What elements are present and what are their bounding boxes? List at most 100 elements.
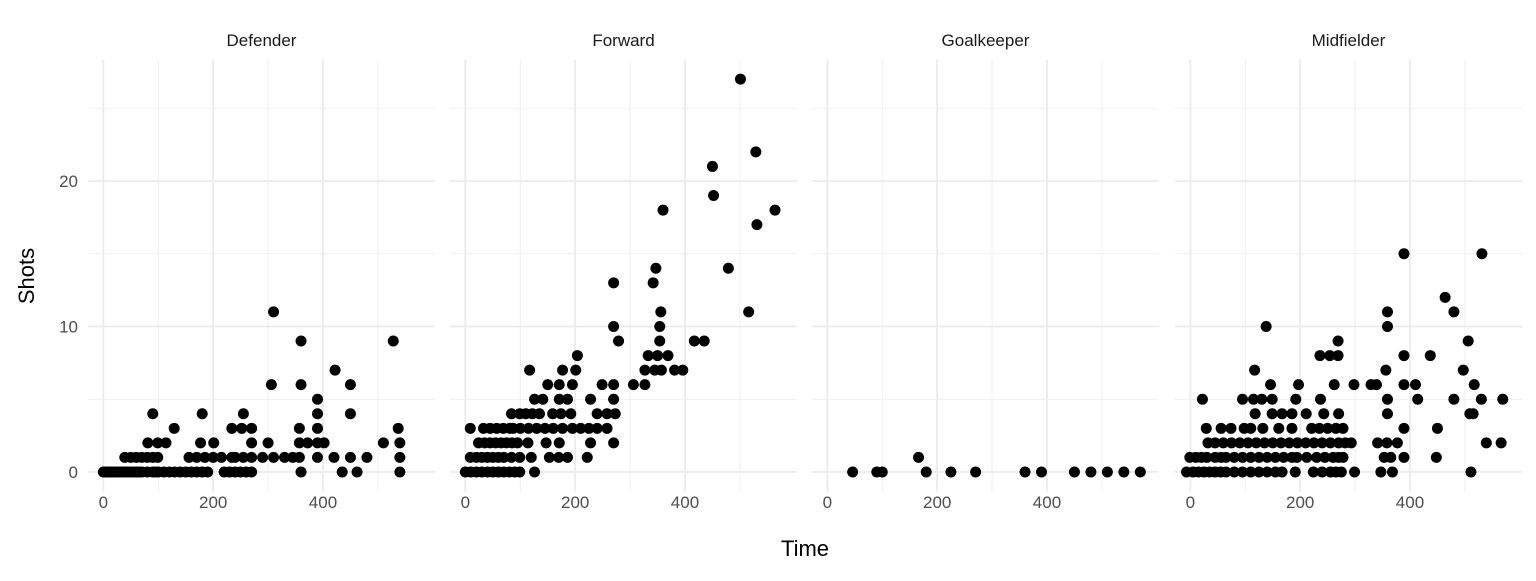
data-point (1289, 466, 1301, 478)
data-point (1386, 466, 1398, 478)
data-point (1332, 350, 1344, 362)
data-point (344, 451, 356, 463)
data-point (394, 466, 406, 478)
data-point (1265, 379, 1277, 391)
data-point (585, 437, 597, 449)
data-point (514, 451, 526, 463)
data-point (1398, 451, 1410, 463)
facet-panel-midfielder: 0 200 400 Midfielder (1175, 31, 1522, 512)
data-point (1266, 408, 1278, 420)
data-point (1476, 248, 1488, 260)
data-point (377, 437, 389, 449)
data-point (1348, 379, 1360, 391)
data-point (561, 393, 573, 405)
x-tick-label: 0 (823, 493, 832, 512)
data-point (1333, 408, 1345, 420)
data-point (1467, 408, 1479, 420)
data-point (1324, 437, 1336, 449)
data-point (361, 451, 373, 463)
data-point (1381, 393, 1393, 405)
data-point (1261, 451, 1273, 463)
data-point (1249, 408, 1261, 420)
data-point (196, 408, 208, 420)
data-point (514, 466, 526, 478)
data-point (246, 422, 258, 434)
data-point (547, 408, 559, 420)
x-tick-label: 200 (1286, 493, 1314, 512)
data-point (1385, 451, 1397, 463)
data-point (152, 437, 164, 449)
data-point (1266, 393, 1278, 405)
data-point (585, 393, 597, 405)
data-point (1431, 422, 1443, 434)
x-tick-label: 400 (309, 493, 337, 512)
data-point (1278, 451, 1290, 463)
data-point (1245, 466, 1257, 478)
data-point (1249, 364, 1261, 376)
data-point (1328, 379, 1340, 391)
data-point (160, 437, 172, 449)
data-point (561, 451, 573, 463)
data-point (657, 204, 669, 216)
y-axis-label: Shots (14, 248, 39, 304)
data-point (608, 320, 620, 332)
data-point (1225, 422, 1237, 434)
data-point (1314, 350, 1326, 362)
data-point (394, 451, 406, 463)
data-point (627, 379, 639, 391)
data-point (734, 73, 746, 85)
data-point (1300, 408, 1312, 420)
data-point (655, 364, 667, 376)
data-point (1398, 350, 1410, 362)
data-point (570, 364, 582, 376)
data-point (1324, 350, 1336, 362)
data-point (542, 379, 554, 391)
data-point (1215, 422, 1227, 434)
data-point (555, 408, 567, 420)
data-point (655, 306, 667, 318)
data-point (344, 379, 356, 391)
data-point (1322, 422, 1334, 434)
data-point (236, 422, 248, 434)
data-point (237, 408, 249, 420)
x-tick-label: 200 (561, 493, 589, 512)
data-point (295, 379, 307, 391)
data-point (531, 422, 543, 434)
data-point (387, 335, 399, 347)
data-point (1381, 320, 1393, 332)
x-tick-label: 200 (199, 493, 227, 512)
data-point (945, 466, 957, 478)
data-point (1457, 364, 1469, 376)
data-point (1217, 437, 1229, 449)
data-point (1307, 466, 1319, 478)
data-point (262, 437, 274, 449)
facet-strip-label: Forward (592, 31, 654, 50)
data-point (529, 466, 541, 478)
data-point (246, 451, 258, 463)
data-point (505, 451, 517, 463)
x-tick-label: 400 (1033, 493, 1061, 512)
data-point (553, 451, 565, 463)
data-point (1269, 451, 1281, 463)
data-point (647, 277, 659, 289)
data-point (1308, 437, 1320, 449)
data-point (168, 422, 180, 434)
data-point (246, 437, 258, 449)
data-point (1245, 451, 1257, 463)
x-tick-label: 0 (99, 493, 108, 512)
data-point (698, 335, 710, 347)
data-point (1381, 408, 1393, 420)
data-point (540, 437, 552, 449)
data-point (268, 451, 280, 463)
data-point (1345, 437, 1357, 449)
data-point (876, 466, 888, 478)
facets: 0 200 400 0 10 20 Defender 0 200 400 Forward 0 200 40… (59, 31, 1522, 512)
data-point (639, 379, 651, 391)
data-point (1439, 291, 1451, 303)
data-point (1245, 422, 1257, 434)
data-point (583, 422, 595, 434)
data-point (708, 190, 720, 202)
x-tick-label: 0 (461, 493, 470, 512)
data-point (1253, 451, 1265, 463)
data-point (215, 451, 227, 463)
